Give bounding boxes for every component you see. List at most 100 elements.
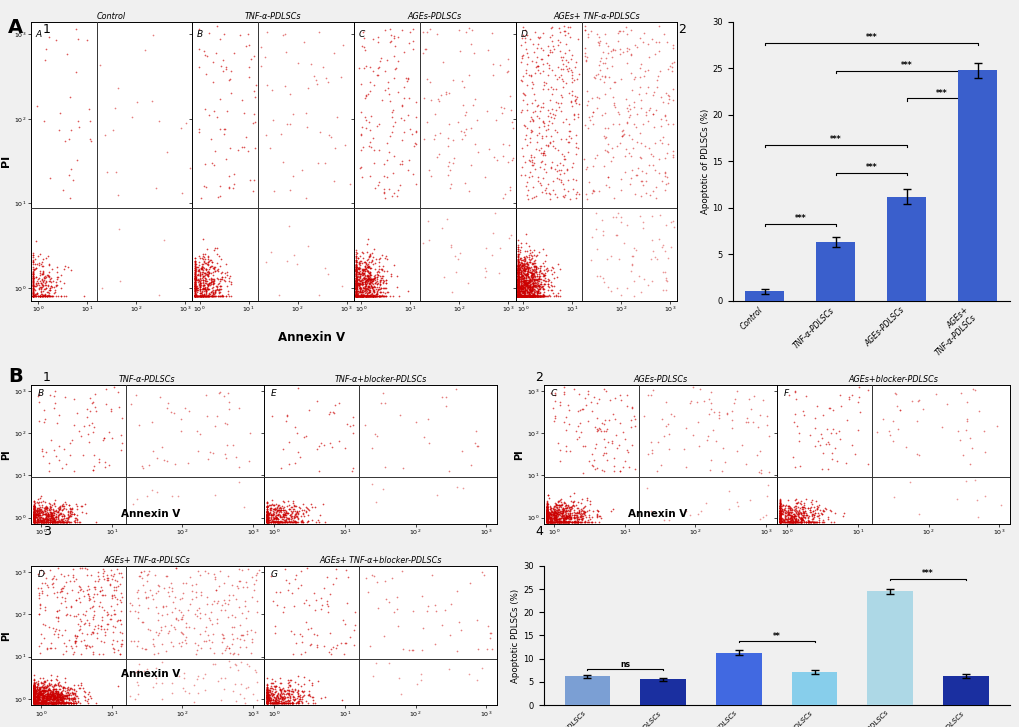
- Point: [205, 262, 221, 273]
- Point: [347, 291, 364, 302]
- Point: [42, 692, 58, 704]
- Point: [613, 130, 630, 142]
- Point: [511, 273, 527, 285]
- Point: [25, 686, 42, 697]
- Point: [25, 686, 42, 698]
- Point: [220, 594, 236, 606]
- Point: [553, 510, 570, 521]
- Point: [186, 276, 203, 287]
- Point: [25, 496, 42, 507]
- Point: [325, 406, 341, 418]
- Point: [510, 255, 526, 267]
- Point: [57, 497, 73, 508]
- Point: [287, 509, 304, 521]
- Point: [40, 691, 56, 703]
- Point: [209, 291, 225, 302]
- Point: [529, 129, 545, 140]
- Point: [522, 267, 538, 278]
- Point: [532, 260, 548, 272]
- Point: [35, 681, 51, 693]
- Point: [85, 627, 101, 639]
- Point: [109, 635, 125, 646]
- Point: [538, 516, 554, 528]
- Point: [52, 516, 68, 528]
- Point: [285, 516, 302, 528]
- Point: [48, 505, 64, 516]
- Point: [448, 482, 465, 494]
- Point: [25, 686, 42, 697]
- Point: [538, 511, 554, 523]
- Point: [514, 270, 530, 282]
- Point: [281, 680, 298, 691]
- Point: [259, 506, 275, 518]
- Point: [25, 515, 42, 527]
- Point: [190, 445, 206, 457]
- Point: [526, 244, 542, 256]
- Point: [637, 166, 653, 178]
- Point: [352, 291, 368, 302]
- Point: [186, 282, 203, 294]
- Point: [37, 516, 53, 528]
- Point: [186, 277, 203, 289]
- Point: [514, 270, 530, 282]
- Point: [268, 696, 284, 707]
- Point: [375, 276, 391, 287]
- Point: [190, 291, 206, 302]
- Point: [267, 627, 283, 638]
- Point: [522, 273, 538, 285]
- Point: [42, 504, 58, 515]
- Point: [265, 508, 281, 520]
- Point: [25, 513, 42, 524]
- Point: [523, 111, 539, 123]
- Point: [794, 507, 810, 518]
- Point: [357, 281, 373, 293]
- Point: [30, 287, 46, 299]
- Point: [560, 511, 577, 523]
- Point: [771, 509, 788, 521]
- Point: [63, 584, 79, 595]
- Point: [259, 697, 275, 709]
- Point: [56, 516, 72, 528]
- Point: [376, 192, 392, 204]
- Point: [361, 281, 377, 293]
- Point: [550, 174, 567, 185]
- Point: [518, 270, 534, 281]
- Point: [542, 515, 558, 527]
- Point: [510, 248, 526, 260]
- Point: [529, 273, 545, 285]
- Point: [720, 503, 737, 515]
- Point: [259, 688, 275, 700]
- Point: [25, 673, 42, 685]
- Point: [266, 688, 282, 699]
- Point: [45, 692, 61, 704]
- Point: [784, 451, 800, 462]
- Point: [644, 245, 660, 257]
- Point: [25, 688, 42, 700]
- Point: [161, 590, 177, 601]
- Point: [55, 503, 71, 515]
- Point: [270, 516, 286, 528]
- Point: [269, 697, 285, 709]
- Point: [244, 633, 260, 645]
- Point: [68, 23, 85, 34]
- Point: [510, 266, 526, 278]
- Point: [551, 512, 568, 523]
- Point: [510, 256, 526, 268]
- Point: [521, 171, 537, 182]
- Point: [538, 502, 554, 513]
- Point: [378, 265, 394, 276]
- Point: [771, 504, 788, 515]
- Point: [538, 508, 554, 520]
- Point: [529, 268, 545, 280]
- Point: [43, 507, 59, 519]
- Point: [48, 697, 64, 709]
- Point: [538, 510, 554, 521]
- Point: [522, 166, 538, 178]
- Point: [562, 501, 579, 513]
- Point: [538, 501, 554, 513]
- Bar: [715, 653, 761, 705]
- Point: [344, 427, 361, 438]
- Point: [220, 403, 236, 414]
- Point: [259, 511, 275, 523]
- Point: [268, 515, 284, 527]
